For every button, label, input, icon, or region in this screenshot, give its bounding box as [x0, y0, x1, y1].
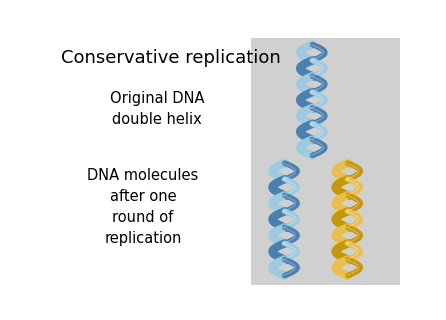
- Text: DNA molecules
after one
round of
replication: DNA molecules after one round of replica…: [87, 168, 199, 246]
- Bar: [251, 38, 401, 285]
- Text: Original DNA
double helix: Original DNA double helix: [110, 91, 204, 127]
- Text: Conservative replication: Conservative replication: [62, 49, 281, 67]
